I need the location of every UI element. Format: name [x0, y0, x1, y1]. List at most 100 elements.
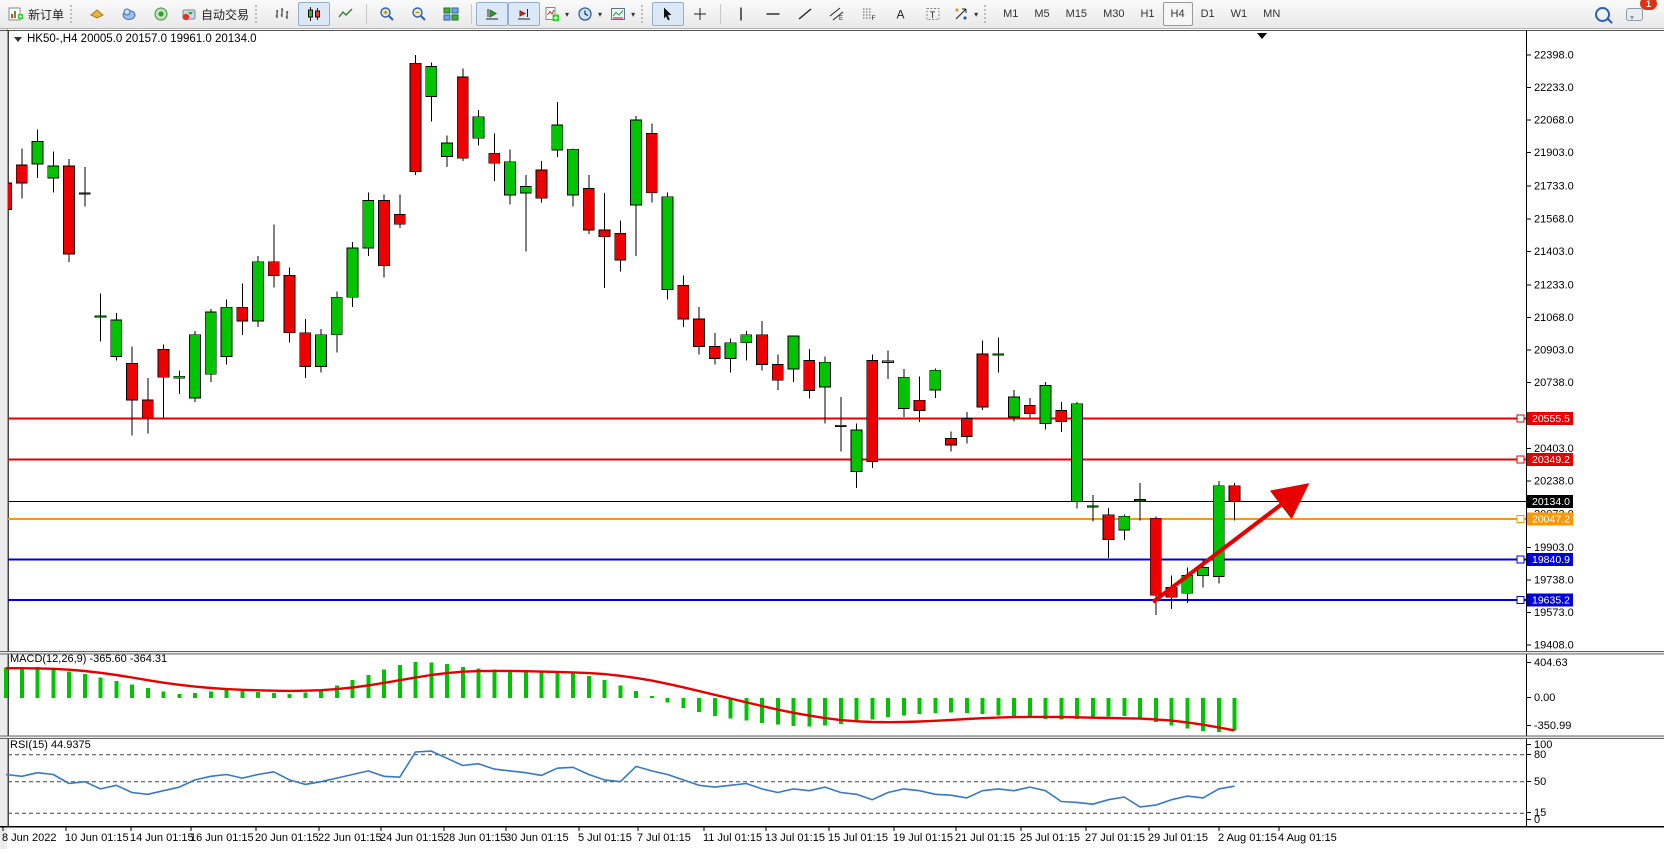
chart-shift-button[interactable]: [508, 2, 541, 26]
candle: [1228, 482, 1241, 521]
price-tick-label: 20903.0: [1534, 344, 1574, 356]
candle: [929, 368, 942, 398]
timeframe-H1[interactable]: H1: [1140, 8, 1155, 20]
rsi-line: [5, 750, 1235, 808]
timeframe-M5[interactable]: M5: [1034, 8, 1050, 20]
macd-pane: MACD(12,26,9) -365.60 -364.31 404.63 0.00 -…: [4, 653, 1571, 732]
arrows-button[interactable]: [949, 2, 982, 26]
candle: [787, 335, 800, 383]
candle: [661, 192, 674, 300]
macd-axis-label: 404.63: [1534, 657, 1568, 669]
chart-header: HK50-,H4 20005.0 20157.0 19961.0 20134.0: [14, 33, 257, 45]
vertical-line-button[interactable]: [725, 2, 757, 26]
candle: [740, 330, 753, 361]
candle: [315, 328, 327, 373]
trendline-button[interactable]: [789, 2, 821, 26]
candle: [267, 224, 280, 288]
svg-text:F: F: [872, 15, 876, 22]
fibonacci-button[interactable]: F: [853, 2, 885, 26]
main-toolbar: 新订单 自动交易: [0, 0, 1664, 29]
timeframe-D1[interactable]: D1: [1200, 8, 1215, 20]
chat-button[interactable]: 1: [1618, 0, 1657, 26]
timeframe-M1[interactable]: M1: [1003, 8, 1019, 20]
candle: [866, 354, 879, 469]
hline-marker[interactable]: [1516, 555, 1525, 564]
line-chart-button[interactable]: [330, 2, 362, 26]
hline-marker[interactable]: [1516, 414, 1525, 423]
time-axis-label: 7 Jul 01:15: [637, 832, 691, 844]
hline-marker[interactable]: [1516, 596, 1525, 605]
timeframe-M15[interactable]: M15: [1065, 8, 1088, 20]
tile-windows-button[interactable]: [435, 2, 467, 26]
auto-scroll-button[interactable]: [476, 2, 509, 26]
candle: [834, 396, 847, 452]
indicators-button[interactable]: [540, 2, 573, 26]
price-tick-label: 19903.0: [1534, 542, 1574, 554]
time-axis-label: 2 Aug 01:15: [1218, 832, 1277, 844]
price-tick-label: 19408.0: [1534, 639, 1574, 651]
navigator-button[interactable]: [145, 2, 177, 26]
toolbar-separator: [471, 4, 473, 24]
search-icon: [1594, 6, 1610, 22]
candle: [567, 148, 579, 207]
vertical-line-icon: [740, 7, 742, 21]
crosshair-button[interactable]: [684, 2, 716, 26]
periods-button[interactable]: [573, 2, 606, 26]
candle: [850, 423, 863, 489]
market-watch-button[interactable]: [113, 2, 145, 26]
price-badge-label: 20349.2: [1532, 454, 1570, 466]
candle: [409, 55, 422, 175]
price-tick-label: 21568.0: [1534, 213, 1574, 225]
price-badge-label: 20555.5: [1532, 413, 1570, 425]
candle: [346, 242, 359, 308]
candle: [157, 344, 170, 418]
text-button[interactable]: A: [885, 2, 917, 26]
pane-splitter[interactable]: [0, 651, 1664, 655]
templates-button[interactable]: [606, 2, 639, 26]
autotrade-icon: [182, 9, 196, 21]
candle: [283, 267, 296, 343]
horizontal-line-button[interactable]: [757, 2, 789, 26]
profiles-button[interactable]: [81, 2, 113, 26]
candle: [236, 283, 249, 335]
candle: [992, 337, 1005, 373]
zoom-in-button[interactable]: [371, 2, 403, 26]
chart-shift-marker[interactable]: [1257, 33, 1267, 39]
timeframe-H4[interactable]: H4: [1162, 2, 1193, 26]
price-tick-label: 19573.0: [1534, 607, 1574, 619]
cursor-button[interactable]: [652, 2, 685, 26]
hline-marker[interactable]: [1516, 514, 1525, 523]
candle: [945, 431, 957, 452]
search-button[interactable]: [1586, 2, 1618, 26]
time-axis-label: 5 Jul 01:15: [578, 832, 632, 844]
pane-splitter[interactable]: [0, 735, 1664, 740]
candle: [882, 350, 894, 379]
text-label-button[interactable]: T: [917, 2, 949, 26]
candle: [63, 159, 75, 262]
candlestick-chart-button[interactable]: [298, 2, 331, 26]
trend-arrow-annotation[interactable]: [1151, 483, 1310, 604]
candle: [330, 291, 343, 353]
new-order-button[interactable]: 新订单: [4, 2, 68, 26]
bar-chart-button[interactable]: [266, 2, 298, 26]
crosshair-icon: [694, 8, 707, 20]
candle: [393, 194, 406, 229]
time-axis-label: 27 Jul 01:15: [1085, 832, 1145, 844]
time-axis-label: 14 Jun 01:15: [130, 832, 194, 844]
price-tick-label: 21068.0: [1534, 312, 1574, 324]
candle: [204, 309, 217, 383]
candle: [472, 109, 485, 146]
timeframe-W1[interactable]: W1: [1230, 8, 1248, 20]
timeframe-M30[interactable]: M30: [1103, 8, 1125, 20]
zoom-out-button[interactable]: [403, 2, 435, 26]
equidistant-channel-button[interactable]: E: [821, 2, 853, 26]
hline-marker[interactable]: [1516, 455, 1525, 464]
candle: [189, 330, 201, 402]
timeframe-MN[interactable]: MN: [1263, 8, 1281, 20]
profiles-icon: [90, 9, 104, 19]
autotrade-button[interactable]: 自动交易: [177, 2, 253, 26]
line-chart-icon: [338, 8, 353, 18]
candle: [141, 378, 154, 434]
price-axis: 22398.0 22233.0 22068.0 21903.0 21733.0 21568…: [1526, 50, 1574, 651]
